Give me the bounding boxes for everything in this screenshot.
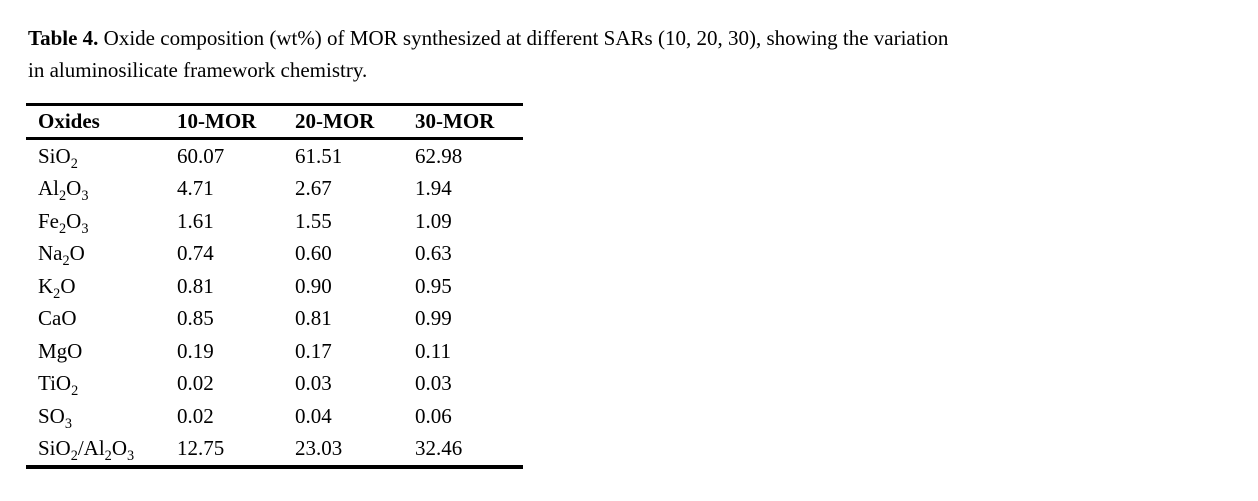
value-cell: 0.60 [295, 241, 332, 266]
caption-line-1-text: Oxide composition (wt%) of MOR synthesiz… [103, 26, 949, 50]
oxide-label: CaO [38, 306, 77, 331]
oxide-label: Fe2O3 [38, 208, 89, 237]
value-cell: 0.81 [177, 273, 214, 298]
table-row: SO3 0.02 0.04 0.06 [26, 400, 523, 433]
value-cell: 0.03 [415, 371, 452, 396]
table-row: SiO2 60.07 61.51 62.98 [26, 139, 523, 173]
value-cell: 0.04 [295, 403, 332, 428]
value-cell: 0.06 [415, 403, 452, 428]
table-row: SiO2/Al2O3 12.75 23.03 32.46 [26, 433, 523, 468]
value-cell: 2.67 [295, 176, 332, 201]
table-row: Al2O3 4.71 2.67 1.94 [26, 173, 523, 206]
value-cell: 0.74 [177, 241, 214, 266]
value-cell: 1.94 [415, 176, 452, 201]
value-cell: 61.51 [295, 143, 343, 168]
oxide-composition-table: Oxides 10-MOR 20-MOR 30-MOR SiO2 60.07 61.51 6… [26, 103, 523, 469]
value-cell: 0.17 [295, 338, 332, 363]
oxide-label: SiO2/Al2O3 [38, 436, 135, 465]
value-cell: 0.85 [177, 306, 214, 331]
value-cell: 1.61 [177, 208, 214, 233]
value-cell: 62.98 [415, 143, 463, 168]
value-cell: 0.02 [177, 371, 214, 396]
value-cell: 0.02 [177, 403, 214, 428]
value-cell: 4.71 [177, 176, 214, 201]
caption-table-number: Table 4. [28, 26, 99, 50]
oxide-label: MgO [38, 338, 83, 363]
value-cell: 0.90 [295, 273, 332, 298]
table-body: SiO2 60.07 61.51 62.98 Al2O3 4.71 2.67 1.94 Fe2O… [26, 139, 523, 468]
table-row: Na2O 0.74 0.60 0.63 [26, 238, 523, 271]
column-header: Oxides [38, 109, 100, 133]
table-row: MgO 0.19 0.17 0.11 [26, 335, 523, 368]
table-row: TiO2 0.02 0.03 0.03 [26, 368, 523, 401]
table-header-row: Oxides 10-MOR 20-MOR 30-MOR [26, 105, 523, 139]
oxide-label: Na2O [38, 241, 85, 270]
table-caption: Table 4. Oxide composition (wt%) of MOR … [28, 22, 1248, 86]
column-header: 20-MOR [295, 109, 375, 133]
value-cell: 0.03 [295, 371, 332, 396]
table-row: CaO 0.85 0.81 0.99 [26, 303, 523, 336]
column-header: 30-MOR [415, 109, 495, 133]
value-cell: 0.63 [415, 241, 452, 266]
caption-line-1: Table 4. Oxide composition (wt%) of MOR … [28, 22, 1248, 54]
table-header: Oxides 10-MOR 20-MOR 30-MOR [26, 105, 523, 139]
value-cell: 0.95 [415, 273, 452, 298]
value-cell: 0.81 [295, 306, 332, 331]
table-row: Fe2O3 1.61 1.55 1.09 [26, 205, 523, 238]
oxide-label: Al2O3 [38, 176, 89, 205]
value-cell: 0.19 [177, 338, 214, 363]
table-row: K2O 0.81 0.90 0.95 [26, 270, 523, 303]
oxide-label: TiO2 [38, 371, 79, 400]
column-header: 10-MOR [177, 109, 257, 133]
value-cell: 12.75 [177, 436, 225, 461]
oxide-label: K2O [38, 273, 76, 302]
value-cell: 1.55 [295, 208, 332, 233]
caption-line-2: in aluminosilicate framework chemistry. [28, 58, 368, 82]
value-cell: 23.03 [295, 436, 343, 461]
value-cell: 0.99 [415, 306, 452, 331]
oxide-label: SO3 [38, 403, 72, 432]
value-cell: 60.07 [177, 143, 225, 168]
value-cell: 1.09 [415, 208, 452, 233]
value-cell: 0.11 [415, 338, 451, 363]
oxide-label: SiO2 [38, 143, 78, 172]
value-cell: 32.46 [415, 436, 463, 461]
